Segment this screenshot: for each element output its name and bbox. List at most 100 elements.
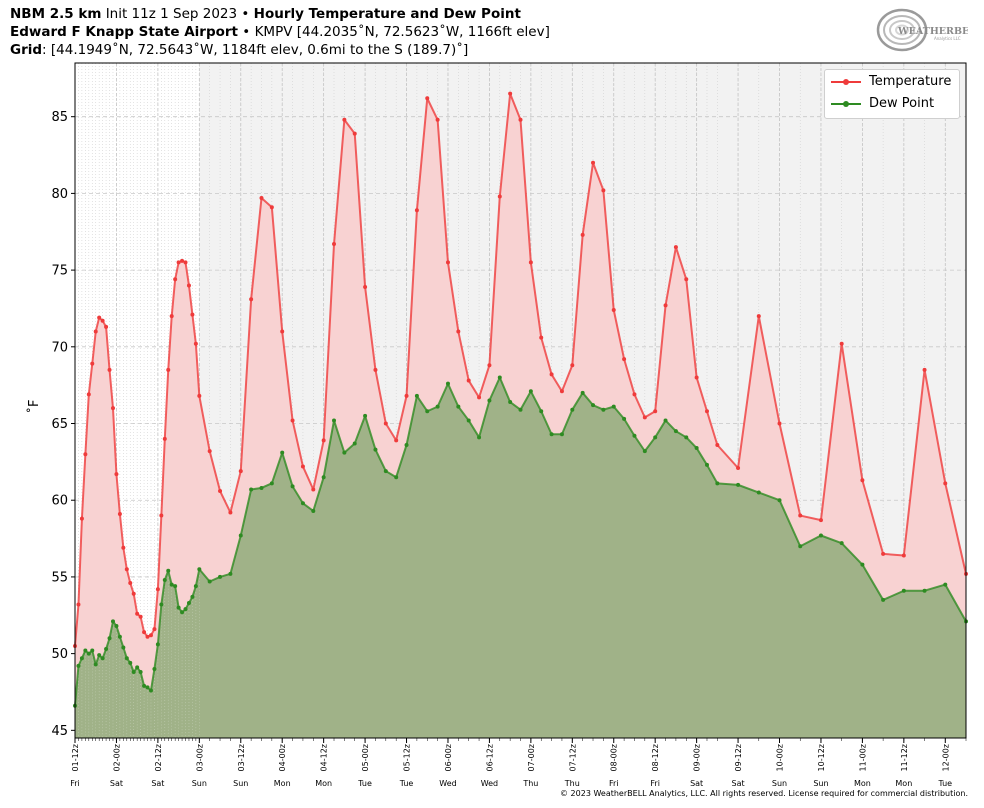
temperature-point	[373, 367, 378, 372]
dewpoint-point	[93, 662, 98, 667]
dewpoint-point	[249, 487, 254, 492]
y-tick-label: 70	[51, 340, 68, 355]
x-day-label: Sat	[690, 779, 703, 788]
x-day-label: Sat	[151, 779, 164, 788]
dewpoint-point	[798, 544, 803, 549]
dewpoint-point	[839, 541, 844, 546]
y-tick-label: 75	[51, 264, 68, 279]
x-tick-label: 05-00z	[361, 744, 370, 771]
station-info: KMPV [44.2035˚N, 72.5623˚W, 1166ft elev]	[254, 24, 550, 40]
temperature-point	[456, 329, 461, 334]
dewpoint-point	[311, 508, 316, 513]
dewpoint-point	[528, 389, 533, 394]
init-time: Init 11z 1 Sep 2023	[105, 6, 238, 22]
legend-label-dewpoint: Dew Point	[869, 96, 935, 111]
dewpoint-point	[152, 666, 157, 671]
x-tick-label: 02-00z	[112, 744, 121, 771]
y-tick-label: 80	[51, 187, 68, 202]
temperature-point	[394, 438, 399, 443]
grid-label: Grid	[10, 42, 43, 58]
legend-marker-temperature	[843, 79, 849, 85]
temperature-point	[839, 341, 844, 346]
dewpoint-point	[148, 688, 153, 693]
temperature-point	[528, 260, 533, 265]
temperature-point	[190, 312, 195, 317]
y-tick-labels: 45 50 55 60 65 70 75 80 85	[51, 110, 75, 739]
temperature-point	[249, 297, 254, 302]
x-day-label: Fri	[70, 779, 80, 788]
dewpoint-point	[549, 432, 554, 437]
x-tick-label: 12-00z	[941, 744, 950, 771]
dewpoint-point	[591, 403, 596, 408]
temperature-point	[435, 117, 440, 122]
dewpoint-point	[300, 501, 305, 506]
dewpoint-point	[352, 441, 357, 446]
dewpoint-point	[601, 407, 606, 412]
x-tick-label: 09-12z	[734, 744, 743, 771]
y-tick-label: 85	[51, 110, 68, 125]
temperature-point	[300, 464, 305, 469]
temperature-point	[238, 469, 243, 474]
bullet-separator: •	[242, 24, 251, 40]
temperature-point	[104, 324, 109, 329]
x-tick-label: 04-00z	[278, 744, 287, 771]
dewpoint-point	[508, 400, 513, 405]
temperature-point	[736, 466, 741, 470]
dewpoint-point	[559, 432, 564, 437]
dewpoint-point	[622, 416, 627, 421]
dewpoint-point	[321, 475, 326, 480]
temperature-point	[131, 591, 136, 596]
dewpoint-point	[280, 450, 285, 455]
temperature-point	[142, 630, 147, 635]
temperature-point	[97, 315, 102, 320]
y-tick-label: 55	[51, 570, 68, 585]
dewpoint-point	[197, 567, 202, 572]
temperature-point	[114, 472, 119, 477]
dewpoint-point	[131, 670, 136, 675]
dewpoint-point	[79, 656, 84, 661]
temperature-point	[404, 393, 409, 398]
dewpoint-point	[107, 636, 112, 641]
series-fills	[74, 93, 966, 738]
dewpoint-point	[100, 656, 105, 661]
temperature-point	[90, 361, 95, 366]
temperature-point	[110, 406, 115, 411]
y-axis-label: ˚F	[26, 400, 42, 414]
x-tick-label: 06-12z	[485, 744, 494, 771]
dewpoint-point	[518, 407, 523, 412]
x-day-label: Mon	[854, 779, 871, 788]
dewpoint-point	[445, 381, 450, 386]
temperature-point	[901, 553, 906, 558]
temperature-point	[715, 442, 720, 447]
y-tick-label: 45	[51, 724, 68, 739]
temperature-point	[818, 518, 823, 523]
dewpoint-point	[186, 601, 191, 605]
x-tick-label: 05-12z	[403, 744, 412, 771]
temperature-point	[591, 160, 596, 165]
temperature-point	[943, 481, 948, 486]
dewpoint-point	[632, 433, 637, 438]
dewpoint-point	[228, 571, 233, 576]
temperature-point	[466, 378, 471, 383]
dewpoint-point	[818, 533, 823, 538]
bullet-separator: •	[241, 6, 250, 22]
temperature-point	[86, 392, 91, 397]
dewpoint-point	[259, 485, 264, 490]
temperature-point	[321, 438, 326, 443]
temperature-point	[186, 283, 191, 288]
dewpoint-point	[166, 568, 171, 573]
temperature-point	[228, 510, 233, 515]
dewpoint-area-hatch	[74, 569, 200, 738]
logo-text: WEATHERBELL	[897, 26, 968, 37]
temperature-point	[311, 487, 316, 492]
x-tick-label: 07-12z	[568, 744, 577, 771]
x-tick-label: 10-00z	[776, 744, 785, 771]
dewpoint-point	[694, 446, 699, 451]
dewpoint-point	[570, 407, 575, 412]
dewpoint-point	[435, 404, 440, 409]
chart-header-line-3: Grid: [44.1949˚N, 72.5643˚W, 1184ft elev…	[10, 41, 468, 59]
x-day-label: Fri	[609, 779, 619, 788]
dewpoint-point	[466, 418, 471, 423]
dewpoint-point	[404, 442, 409, 447]
x-day-label: Sun	[772, 779, 787, 788]
